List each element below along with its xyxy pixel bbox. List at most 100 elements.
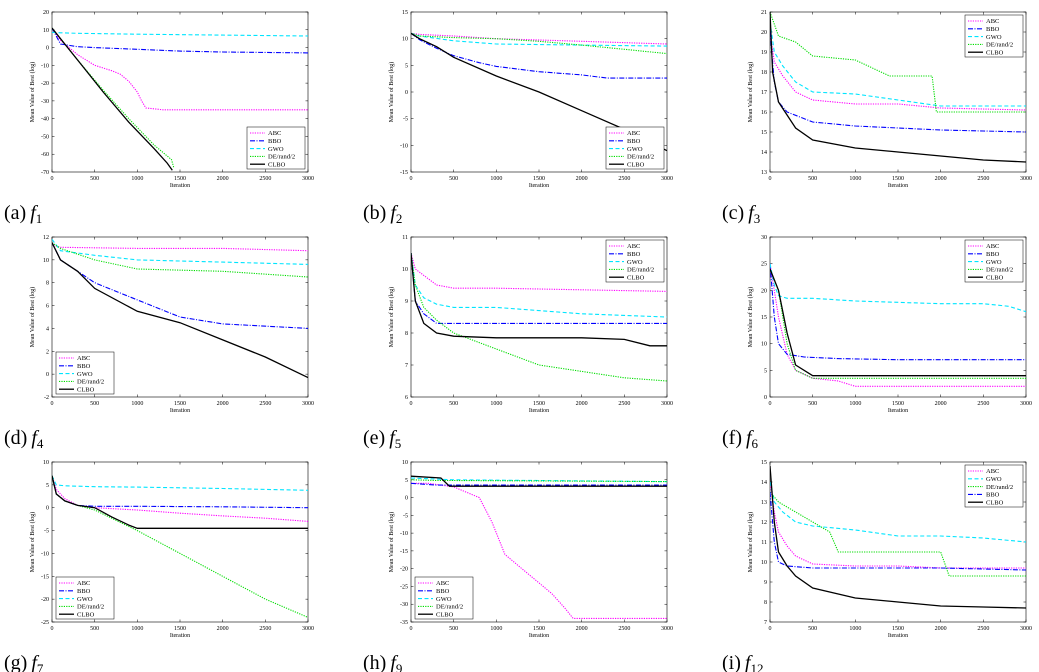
x-tick-label: 2500 bbox=[259, 401, 271, 407]
y-tick-label: 5 bbox=[405, 478, 408, 484]
y-tick-label: 5 bbox=[46, 483, 49, 489]
y-tick-label: -5 bbox=[44, 529, 49, 535]
legend-label: CLBO bbox=[268, 161, 286, 168]
legend-label: CLBO bbox=[77, 386, 95, 393]
x-tick-label: 1500 bbox=[533, 401, 545, 407]
panel-caption: (c) f3 bbox=[722, 202, 760, 226]
y-tick-label: -15 bbox=[400, 549, 408, 555]
legend-box bbox=[964, 239, 1024, 283]
y-tick-label: 8 bbox=[405, 331, 408, 337]
panel-a: 0 500 1000 1500 2000 2500 3000 -70 -60 -50 -40 -30 -… bbox=[4, 10, 314, 226]
legend-box bbox=[246, 126, 306, 170]
legend-label: CLBO bbox=[986, 499, 1004, 506]
x-tick-label: 1000 bbox=[849, 626, 861, 632]
panel-d: 0 500 1000 1500 2000 2500 3000-2024681012Itera… bbox=[4, 235, 314, 451]
legend-label: ABC bbox=[77, 355, 90, 362]
y-axis-label: Mean Value of Best (log) bbox=[29, 62, 36, 123]
series-line-bbo bbox=[52, 475, 308, 509]
x-tick-label: 1500 bbox=[892, 626, 904, 632]
x-tick-label: 1500 bbox=[533, 176, 545, 182]
legend-label: CLBO bbox=[436, 611, 454, 618]
y-tick-label: 20 bbox=[43, 10, 49, 16]
legend-label: GWO bbox=[986, 34, 1002, 41]
series-line-clbo bbox=[52, 27, 173, 171]
series-line-de-rand-2 bbox=[411, 479, 667, 483]
caption-letter: (c) bbox=[722, 202, 744, 224]
legend-label: ABC bbox=[986, 243, 999, 250]
series-line-gwo bbox=[770, 263, 1026, 313]
series-line-abc bbox=[52, 242, 308, 252]
y-tick-label: 7 bbox=[764, 620, 767, 626]
legend-label: DE/rand/2 bbox=[627, 267, 654, 274]
series-line-clbo bbox=[770, 465, 1026, 609]
legend-label: BBO bbox=[77, 588, 91, 595]
caption-letter: (a) bbox=[4, 202, 26, 224]
caption-function: f bbox=[748, 202, 756, 224]
y-tick-label: 19 bbox=[761, 50, 767, 56]
panel-caption: (g) f7 bbox=[4, 652, 44, 672]
legend-label: ABC bbox=[627, 243, 640, 250]
y-tick-label: -10 bbox=[400, 143, 408, 149]
y-tick-label: 0 bbox=[405, 90, 408, 96]
y-tick-label: 20 bbox=[761, 30, 767, 36]
legend-box bbox=[964, 464, 1024, 508]
caption-letter: (d) bbox=[4, 427, 27, 449]
y-tick-label: -60 bbox=[41, 152, 49, 158]
y-tick-label: 9 bbox=[764, 580, 767, 586]
x-tick-label: 500 bbox=[90, 626, 99, 632]
x-tick-label: 0 bbox=[51, 176, 54, 182]
caption-letter: (i) bbox=[722, 652, 741, 672]
series-line-de-rand-2 bbox=[770, 491, 1026, 577]
legend-label: CLBO bbox=[77, 611, 95, 618]
x-tick-label: 2500 bbox=[618, 176, 630, 182]
x-axis-label: Iteration bbox=[529, 633, 549, 639]
series-line-bbo bbox=[52, 242, 308, 329]
x-axis-label: Iteration bbox=[888, 633, 908, 639]
y-tick-label: 13 bbox=[761, 170, 767, 176]
y-tick-label: -5 bbox=[403, 513, 408, 519]
caption-subscript: 4 bbox=[37, 436, 44, 451]
legend-box bbox=[414, 576, 474, 620]
x-tick-label: 1000 bbox=[849, 401, 861, 407]
y-axis-label: Mean Value of Best (log) bbox=[388, 512, 395, 573]
legend-label: ABC bbox=[986, 18, 999, 25]
y-tick-label: 5 bbox=[764, 368, 767, 374]
y-axis-label: Mean Value of Best (log) bbox=[747, 512, 754, 573]
series-line-de-rand-2 bbox=[770, 268, 1026, 379]
y-tick-label: 11 bbox=[402, 235, 408, 241]
caption-function: f bbox=[390, 202, 398, 224]
panel-f: 0 500 1000 1500 2000 2500 3000 0 5 10 15 20 25 30 Iter… bbox=[722, 235, 1032, 451]
x-tick-label: 2000 bbox=[935, 176, 947, 182]
x-tick-label: 500 bbox=[90, 176, 99, 182]
y-tick-label: -2 bbox=[44, 395, 49, 401]
legend-label: BBO bbox=[77, 363, 91, 370]
series-line-gwo bbox=[52, 31, 308, 37]
x-tick-label: 1500 bbox=[533, 626, 545, 632]
y-tick-label: -40 bbox=[41, 117, 49, 123]
caption-subscript: 7 bbox=[37, 661, 44, 672]
panel-caption: (h) f9 bbox=[363, 652, 402, 672]
caption-letter: (h) bbox=[363, 652, 386, 672]
y-tick-label: 15 bbox=[761, 460, 767, 466]
series-line-abc bbox=[770, 481, 1026, 569]
x-tick-label: 0 bbox=[410, 401, 413, 407]
caption-function: f bbox=[390, 652, 398, 672]
caption-subscript: 5 bbox=[395, 436, 402, 451]
x-tick-label: 2500 bbox=[618, 626, 630, 632]
panel-caption: (d) f4 bbox=[4, 427, 44, 451]
x-tick-label: 2000 bbox=[217, 401, 229, 407]
y-tick-label: 8 bbox=[46, 281, 49, 287]
y-tick-label: 10 bbox=[402, 267, 408, 273]
x-tick-label: 3000 bbox=[1020, 626, 1032, 632]
series-line-clbo bbox=[411, 475, 667, 487]
x-tick-label: 2500 bbox=[977, 401, 989, 407]
y-tick-label: -10 bbox=[41, 551, 49, 557]
y-tick-label: 6 bbox=[46, 304, 49, 310]
legend-label: DE/rand/2 bbox=[986, 42, 1013, 49]
x-axis-label: Iteration bbox=[170, 183, 190, 189]
y-tick-label: 0 bbox=[764, 395, 767, 401]
